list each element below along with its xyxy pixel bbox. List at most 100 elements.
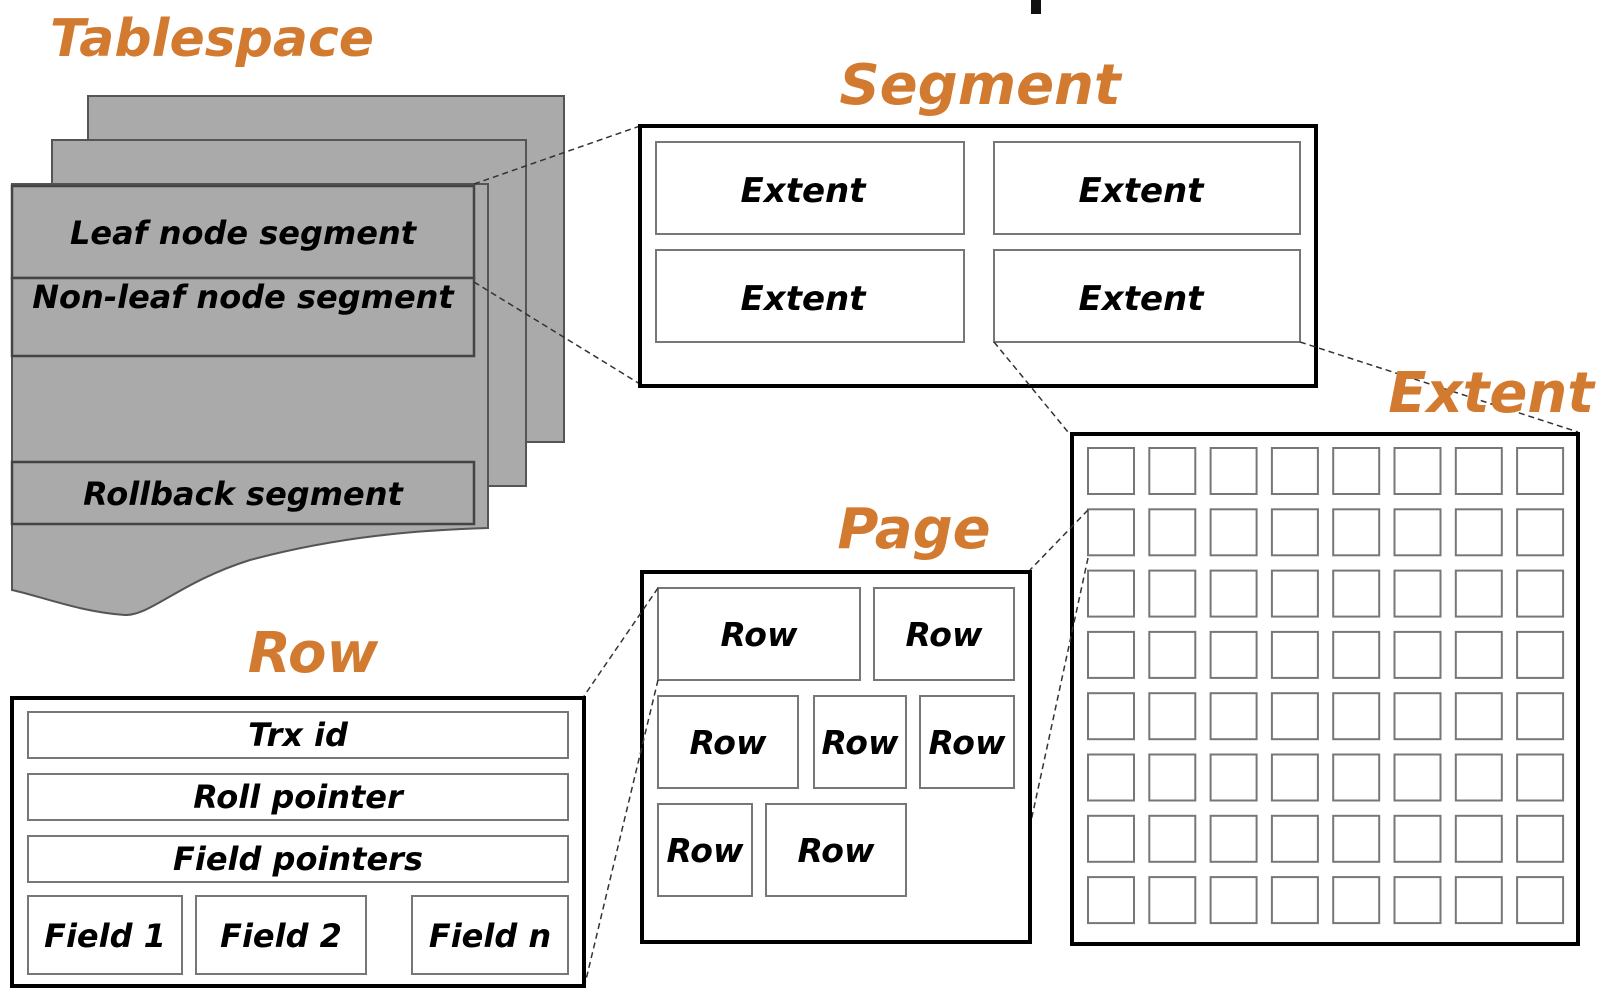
row-box: Trx id Roll pointer Field pointers Field… bbox=[10, 696, 586, 988]
extent-page-cell bbox=[1087, 447, 1135, 495]
extent-page-cell bbox=[1332, 447, 1381, 495]
segment-title: Segment bbox=[839, 53, 1123, 118]
extent-page-cell bbox=[1209, 569, 1258, 618]
segment-extent-1 bbox=[655, 141, 965, 235]
page-row-5-label: Row bbox=[929, 723, 1006, 762]
extent-page-cell bbox=[1209, 814, 1258, 863]
page-row-2 bbox=[873, 587, 1015, 681]
extent-page-grid bbox=[1087, 447, 1565, 925]
page-row-3-label: Row bbox=[690, 723, 767, 762]
extent-page-cell bbox=[1516, 630, 1565, 679]
extent-page-cell bbox=[1270, 630, 1319, 679]
connector-tablespace-segment-bottom bbox=[473, 281, 641, 385]
extent-page-cell bbox=[1209, 508, 1258, 557]
extent-page-cell bbox=[1393, 876, 1442, 925]
extent-page-cell bbox=[1332, 569, 1381, 618]
top-edge-fragment bbox=[1031, 0, 1041, 14]
extent-page-cell bbox=[1454, 630, 1503, 679]
extent-page-cell bbox=[1332, 630, 1381, 679]
rollback-segment-label: Rollback segment bbox=[83, 475, 404, 513]
extent-page-cell bbox=[1148, 876, 1197, 925]
extent-page-cell bbox=[1454, 814, 1503, 863]
row-roll-pointer-label: Roll pointer bbox=[193, 778, 405, 816]
segment-extent-2 bbox=[993, 141, 1301, 235]
non-leaf-node-segment bbox=[10, 276, 476, 358]
extent-page-cell bbox=[1332, 692, 1381, 741]
extent-page-cell bbox=[1516, 447, 1565, 495]
extent-page-cell bbox=[1332, 876, 1381, 925]
extent-page-cell bbox=[1209, 447, 1258, 495]
page-row-1-label: Row bbox=[721, 615, 798, 654]
extent-page-cell bbox=[1454, 447, 1503, 495]
row-field-n bbox=[411, 895, 569, 975]
row-field-2 bbox=[195, 895, 367, 975]
extent-page-cell bbox=[1087, 692, 1135, 741]
extent-page-cell bbox=[1516, 876, 1565, 925]
page-row-4-label: Row bbox=[822, 723, 899, 762]
extent-page-cell bbox=[1148, 630, 1197, 679]
extent-page-cell bbox=[1148, 569, 1197, 618]
extent-page-cell bbox=[1393, 692, 1442, 741]
extent-page-cell bbox=[1393, 753, 1442, 802]
segment-extent-4 bbox=[993, 249, 1301, 343]
extent-page-cell bbox=[1148, 814, 1197, 863]
leaf-node-segment-label: Leaf node segment bbox=[70, 214, 418, 252]
page-row-2-label: Row bbox=[906, 615, 983, 654]
extent-page-cell bbox=[1270, 876, 1319, 925]
extent-page-cell bbox=[1454, 876, 1503, 925]
extent-page-cell bbox=[1393, 508, 1442, 557]
extent-page-cell bbox=[1270, 569, 1319, 618]
extent-page-cell bbox=[1454, 569, 1503, 618]
non-leaf-node-segment-label: Non-leaf node segment bbox=[32, 278, 455, 316]
row-field-n-label: Field n bbox=[429, 917, 551, 955]
extent-page-cell bbox=[1270, 508, 1319, 557]
extent-page-cell bbox=[1087, 569, 1135, 618]
leaf-node-segment bbox=[10, 184, 476, 280]
extent-page-cell bbox=[1454, 508, 1503, 557]
extent-page-cell bbox=[1148, 447, 1197, 495]
extent-page-cell bbox=[1148, 692, 1197, 741]
page-row-6 bbox=[657, 803, 753, 897]
connector-segment-extent-right bbox=[1299, 341, 1579, 433]
extent-page-cell bbox=[1454, 753, 1503, 802]
page-row-3 bbox=[657, 695, 799, 789]
tablespace-stack: Leaf node segment Non-leaf node segment … bbox=[10, 95, 565, 617]
extent-page-cell bbox=[1087, 508, 1135, 557]
segment-extent-2-label: Extent bbox=[1079, 171, 1206, 211]
page-row-4 bbox=[813, 695, 907, 789]
row-field-2-label: Field 2 bbox=[220, 917, 342, 955]
extent-page-cell bbox=[1270, 692, 1319, 741]
page-box: Row Row Row Row Row Row Row bbox=[640, 570, 1032, 944]
row-title: Row bbox=[248, 621, 379, 686]
row-field-pointers-label: Field pointers bbox=[173, 840, 423, 878]
row-field-1-label: Field 1 bbox=[44, 917, 166, 955]
segment-extent-3 bbox=[655, 249, 965, 343]
extent-page-cell bbox=[1209, 630, 1258, 679]
row-trx-id bbox=[27, 711, 569, 759]
extent-page-cell bbox=[1148, 508, 1197, 557]
extent-page-cell bbox=[1087, 814, 1135, 863]
segment-box: Extent Extent Extent Extent bbox=[638, 124, 1318, 388]
extent-page-cell bbox=[1148, 753, 1197, 802]
row-field-pointers bbox=[27, 835, 569, 883]
extent-page-cell bbox=[1454, 692, 1503, 741]
connector-page-row-top bbox=[583, 587, 659, 697]
extent-page-cell bbox=[1209, 692, 1258, 741]
extent-page-cell bbox=[1516, 692, 1565, 741]
extent-box bbox=[1070, 432, 1580, 946]
page-row-5 bbox=[919, 695, 1015, 789]
segment-extent-3-label: Extent bbox=[741, 279, 868, 319]
extent-page-cell bbox=[1270, 447, 1319, 495]
extent-title: Extent bbox=[1388, 361, 1596, 426]
extent-page-cell bbox=[1516, 569, 1565, 618]
segment-extent-4-label: Extent bbox=[1079, 279, 1206, 319]
page-row-7 bbox=[765, 803, 907, 897]
extent-page-cell bbox=[1332, 753, 1381, 802]
connector-page-row-bottom bbox=[583, 679, 659, 989]
segment-extent-1-label: Extent bbox=[741, 171, 868, 211]
extent-page-cell bbox=[1516, 508, 1565, 557]
connector-extent-page-bottom bbox=[1029, 557, 1089, 827]
extent-page-cell bbox=[1393, 814, 1442, 863]
tablespace-title: Tablespace bbox=[50, 9, 374, 69]
